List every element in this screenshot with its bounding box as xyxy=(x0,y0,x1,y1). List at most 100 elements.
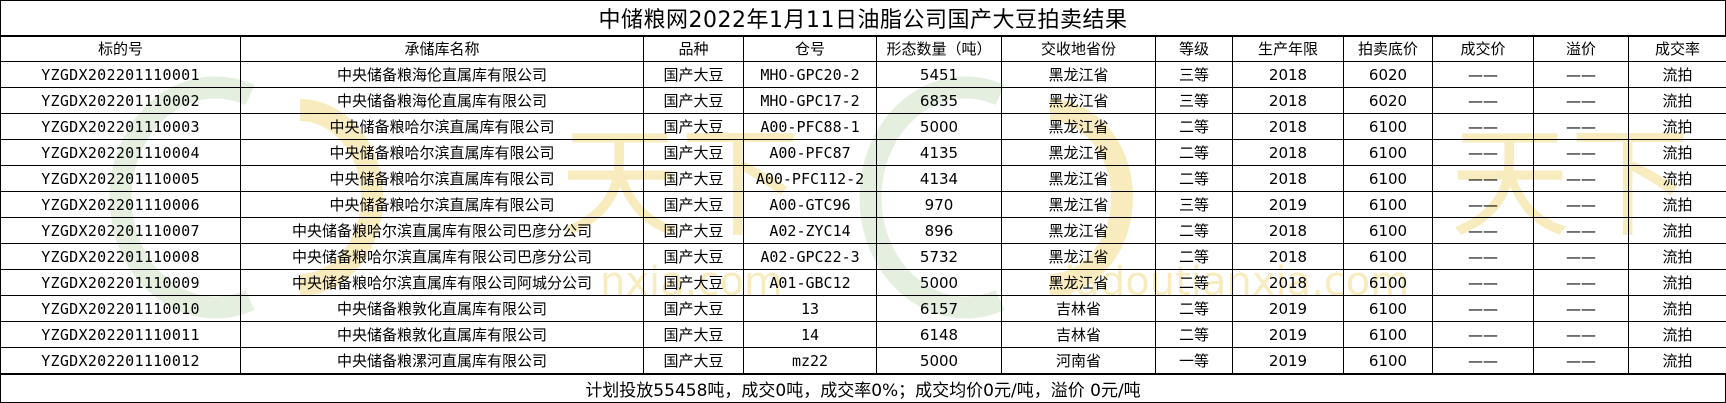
cell-reserve-price: 6100 xyxy=(1343,165,1433,192)
cell-deal-rate: 流拍 xyxy=(1628,87,1726,114)
header-delivery-province: 交收地省份 xyxy=(1001,36,1156,62)
cell-delivery-province: 河南省 xyxy=(1001,347,1156,374)
table-row: YZGDX202201110002 中央储备粮海伦直属库有限公司 国产大豆 MHO-G… xyxy=(0,87,1726,114)
cell-production-year: 2018 xyxy=(1232,87,1344,114)
header-deal-rate: 成交率 xyxy=(1628,36,1726,62)
cell-deal-price: —— xyxy=(1432,191,1534,218)
cell-depot-name: 中央储备粮哈尔滨直属库有限公司巴彦分公司 xyxy=(240,217,644,244)
cell-variety: 国产大豆 xyxy=(643,243,744,270)
cell-deal-price: —— xyxy=(1432,87,1534,114)
cell-lot-number: YZGDX202201110011 xyxy=(0,321,241,348)
cell-depot-name: 中央储备粮海伦直属库有限公司 xyxy=(240,87,644,114)
cell-reserve-price: 6100 xyxy=(1343,139,1433,166)
header-reserve-price: 拍卖底价 xyxy=(1343,36,1433,62)
cell-production-year: 2019 xyxy=(1232,191,1344,218)
cell-warehouse-number: A01-GBC12 xyxy=(743,269,877,296)
cell-variety: 国产大豆 xyxy=(643,165,744,192)
cell-delivery-province: 黑龙江省 xyxy=(1001,269,1156,296)
cell-depot-name: 中央储备粮漯河直属库有限公司 xyxy=(240,347,644,374)
header-grade: 等级 xyxy=(1155,36,1233,62)
cell-lot-number: YZGDX202201110003 xyxy=(0,113,241,140)
cell-premium: —— xyxy=(1533,165,1629,192)
cell-delivery-province: 黑龙江省 xyxy=(1001,139,1156,166)
cell-deal-rate: 流拍 xyxy=(1628,243,1726,270)
cell-grade: 二等 xyxy=(1155,269,1233,296)
cell-production-year: 2018 xyxy=(1232,113,1344,140)
cell-quantity: 5000 xyxy=(876,269,1002,296)
header-lot-number: 标的号 xyxy=(0,36,241,62)
cell-delivery-province: 黑龙江省 xyxy=(1001,61,1156,88)
summary-footer: 计划投放55458吨，成交0吨，成交率0%；成交均价0元/吨，溢价 0元/吨 xyxy=(0,374,1726,403)
cell-premium: —— xyxy=(1533,61,1629,88)
cell-depot-name: 中央储备粮哈尔滨直属库有限公司 xyxy=(240,165,644,192)
cell-variety: 国产大豆 xyxy=(643,61,744,88)
table-row: YZGDX202201110005 中央储备粮哈尔滨直属库有限公司 国产大豆 A00-… xyxy=(0,165,1726,192)
cell-warehouse-number: MHO-GPC20-2 xyxy=(743,61,877,88)
cell-deal-rate: 流拍 xyxy=(1628,191,1726,218)
cell-quantity: 970 xyxy=(876,191,1002,218)
cell-quantity: 5732 xyxy=(876,243,1002,270)
cell-grade: 三等 xyxy=(1155,61,1233,88)
cell-grade: 二等 xyxy=(1155,165,1233,192)
cell-depot-name: 中央储备粮哈尔滨直属库有限公司阿城分公司 xyxy=(240,269,644,296)
cell-variety: 国产大豆 xyxy=(643,269,744,296)
cell-reserve-price: 6100 xyxy=(1343,243,1433,270)
cell-lot-number: YZGDX202201110004 xyxy=(0,139,241,166)
header-premium: 溢价 xyxy=(1533,36,1629,62)
cell-delivery-province: 吉林省 xyxy=(1001,295,1156,322)
cell-lot-number: YZGDX202201110009 xyxy=(0,269,241,296)
cell-quantity: 6835 xyxy=(876,87,1002,114)
cell-lot-number: YZGDX202201110010 xyxy=(0,295,241,322)
cell-variety: 国产大豆 xyxy=(643,295,744,322)
cell-depot-name: 中央储备粮哈尔滨直属库有限公司 xyxy=(240,139,644,166)
cell-lot-number: YZGDX202201110006 xyxy=(0,191,241,218)
cell-quantity: 5000 xyxy=(876,113,1002,140)
table-row: YZGDX202201110011 中央储备粮敦化直属库有限公司 国产大豆 14 614… xyxy=(0,321,1726,348)
cell-premium: —— xyxy=(1533,217,1629,244)
cell-grade: 三等 xyxy=(1155,191,1233,218)
results-table: 标的号 承储库名称 品种 仓号 形态数量（吨） 交收地省份 等级 生产年限 拍卖… xyxy=(0,36,1726,374)
cell-deal-price: —— xyxy=(1432,165,1534,192)
cell-delivery-province: 吉林省 xyxy=(1001,321,1156,348)
cell-variety: 国产大豆 xyxy=(643,191,744,218)
table-row: YZGDX202201110010 中央储备粮敦化直属库有限公司 国产大豆 13 615… xyxy=(0,295,1726,322)
cell-quantity: 5451 xyxy=(876,61,1002,88)
cell-deal-price: —— xyxy=(1432,217,1534,244)
header-warehouse-number: 仓号 xyxy=(743,36,877,62)
cell-depot-name: 中央储备粮海伦直属库有限公司 xyxy=(240,61,644,88)
cell-deal-rate: 流拍 xyxy=(1628,113,1726,140)
cell-production-year: 2019 xyxy=(1232,295,1344,322)
cell-lot-number: YZGDX202201110008 xyxy=(0,243,241,270)
cell-delivery-province: 黑龙江省 xyxy=(1001,217,1156,244)
cell-deal-rate: 流拍 xyxy=(1628,321,1726,348)
cell-deal-price: —— xyxy=(1432,113,1534,140)
cell-variety: 国产大豆 xyxy=(643,347,744,374)
table-row: YZGDX202201110008 中央储备粮哈尔滨直属库有限公司巴彦分公司 国产大… xyxy=(0,243,1726,270)
cell-production-year: 2019 xyxy=(1232,347,1344,374)
cell-warehouse-number: A00-PFC87 xyxy=(743,139,877,166)
cell-warehouse-number: 13 xyxy=(743,295,877,322)
cell-grade: 二等 xyxy=(1155,217,1233,244)
cell-warehouse-number: A02-GPC22-3 xyxy=(743,243,877,270)
cell-warehouse-number: mz22 xyxy=(743,347,877,374)
cell-reserve-price: 6100 xyxy=(1343,347,1433,374)
cell-warehouse-number: A00-PFC112-2 xyxy=(743,165,877,192)
cell-premium: —— xyxy=(1533,191,1629,218)
cell-warehouse-number: A00-PFC88-1 xyxy=(743,113,877,140)
table-row: YZGDX202201110004 中央储备粮哈尔滨直属库有限公司 国产大豆 A00-… xyxy=(0,139,1726,166)
cell-delivery-province: 黑龙江省 xyxy=(1001,165,1156,192)
cell-grade: 二等 xyxy=(1155,139,1233,166)
cell-lot-number: YZGDX202201110002 xyxy=(0,87,241,114)
table-row: YZGDX202201110006 中央储备粮哈尔滨直属库有限公司 国产大豆 A00-… xyxy=(0,191,1726,218)
cell-lot-number: YZGDX202201110007 xyxy=(0,217,241,244)
cell-depot-name: 中央储备粮敦化直属库有限公司 xyxy=(240,295,644,322)
cell-quantity: 6157 xyxy=(876,295,1002,322)
cell-lot-number: YZGDX202201110012 xyxy=(0,347,241,374)
cell-depot-name: 中央储备粮哈尔滨直属库有限公司巴彦分公司 xyxy=(240,243,644,270)
cell-warehouse-number: 14 xyxy=(743,321,877,348)
cell-premium: —— xyxy=(1533,113,1629,140)
cell-production-year: 2019 xyxy=(1232,321,1344,348)
cell-deal-rate: 流拍 xyxy=(1628,295,1726,322)
header-quantity: 形态数量（吨） xyxy=(876,36,1002,62)
cell-deal-price: —— xyxy=(1432,61,1534,88)
